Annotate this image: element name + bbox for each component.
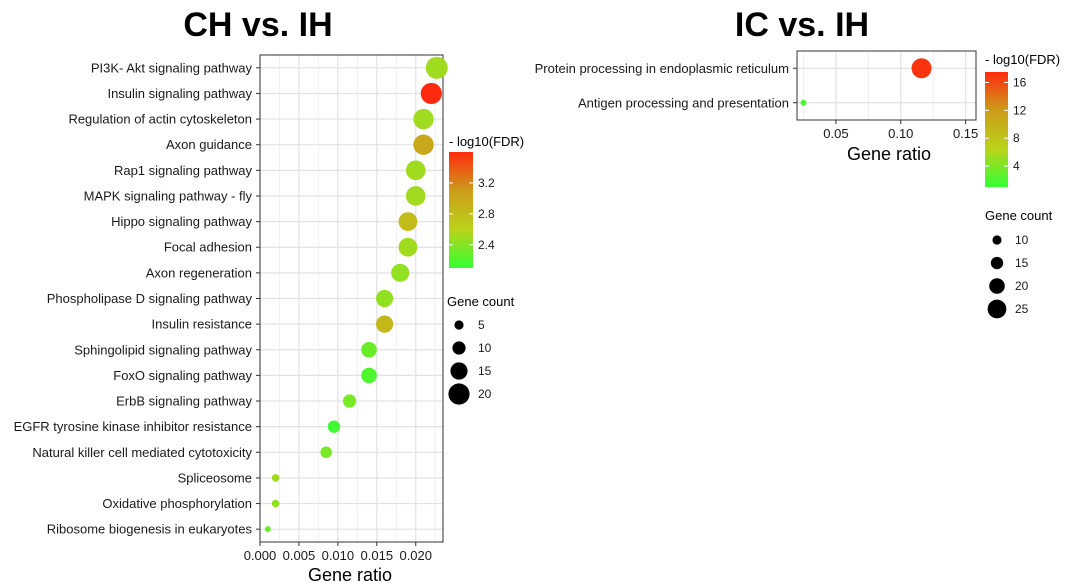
chart1-x-tick-label: 0.000 [244, 548, 277, 563]
chart1-data-point [375, 315, 394, 333]
chart2-data-point [800, 99, 807, 106]
chart1-category-label: Axon guidance [166, 137, 252, 152]
chart1-data-point [413, 108, 434, 130]
chart1-category-label: EGFR tyrosine kinase inhibitor resistanc… [14, 419, 252, 434]
chart2-x-tick-label: 0.05 [823, 126, 848, 141]
chart1-data-point [271, 474, 280, 482]
chart1-colorbar-tick-label: 3.2 [478, 176, 495, 190]
chart1-size-legend-title: Gene count [447, 294, 515, 309]
chart2-plot-layer: Protein processing in endoplasmic reticu… [535, 50, 1029, 319]
chart2-size-legend-dot [989, 278, 1005, 294]
chart2-size-legend-dot [992, 235, 1002, 245]
chart1-color-legend-title: - log10(FDR) [449, 134, 524, 149]
chart1-colorbar [449, 152, 473, 268]
chart1-category-label: Ribosome biogenesis in eukaryotes [47, 522, 253, 537]
chart1-category-label: Oxidative phosphorylation [102, 496, 252, 511]
chart1-data-point [425, 56, 448, 79]
chart1-data-point [342, 394, 357, 408]
chart1-data-point [264, 526, 271, 533]
chart1-size-legend-label: 15 [478, 364, 492, 378]
chart2-size-legend-label: 25 [1015, 302, 1029, 316]
chart1-category-label: Hippo signaling pathway [111, 214, 252, 229]
chart1-size-legend-dot [450, 362, 468, 380]
chart2-colorbar-tick-label: 4 [1013, 159, 1020, 173]
chart1-size-legend-dot [454, 320, 464, 330]
chart1-data-point [391, 263, 410, 282]
chart2-x-tick-label: 0.15 [953, 126, 978, 141]
chart1-category-label: Sphingolipid signaling pathway [74, 342, 252, 357]
chart1-category-label: PI3K- Akt signaling pathway [91, 60, 253, 75]
chart1-data-point [375, 289, 394, 308]
chart1-data-point [413, 134, 434, 155]
chart2-colorbar-tick-label: 12 [1013, 103, 1027, 117]
chart1-plot-layer: PI3K- Akt signaling pathway Insulin signa… [14, 54, 495, 563]
chart2-plot-border [796, 50, 977, 121]
chart1-data-point [361, 367, 377, 384]
chart1-data-point [405, 160, 426, 181]
chart1-data-point [271, 499, 280, 508]
chart1-category-label: Axon regeneration [146, 265, 252, 280]
chart1-category-label: Natural killer cell mediated cytotoxicit… [32, 445, 252, 460]
chart1-title: CH vs. IH [183, 6, 332, 44]
chart2-size-legend-label: 15 [1015, 256, 1029, 270]
chart1-category-label: FoxO signaling pathway [113, 368, 252, 383]
chart2-colorbar [985, 72, 1008, 187]
chart1-data-point [327, 420, 341, 433]
chart1-x-tick-label: 0.005 [283, 548, 316, 563]
chart1-category-label: Regulation of actin cytoskeleton [68, 112, 252, 127]
chart2-colorbar-tick-label: 16 [1013, 75, 1027, 89]
chart1-size-legend-label: 5 [478, 318, 485, 332]
chart2-colorbar-tick-label: 8 [1013, 131, 1020, 145]
chart1-size-legend-label: 10 [478, 341, 492, 355]
chart1-colorbar-tick-label: 2.8 [478, 207, 495, 221]
chart2-title: IC vs. IH [735, 6, 869, 44]
chart2-x-tick-label: 0.10 [888, 126, 913, 141]
chart1-data-point [320, 446, 332, 459]
chart1-size-legend-dot [448, 383, 470, 405]
chart1-category-label: Spliceosome [178, 470, 252, 485]
chart1-data-point [361, 341, 377, 358]
chart1-category-label: Insulin resistance [152, 317, 252, 332]
chart1-data-point [398, 212, 418, 232]
chart1-category-label: Rap1 signaling pathway [114, 163, 253, 178]
chart2-plot-area [796, 50, 977, 121]
chart2-size-legend-label: 20 [1015, 279, 1029, 293]
chart2-data-point [911, 58, 932, 79]
chart1-category-label: Focal adhesion [164, 240, 252, 255]
chart1-data-point [420, 82, 442, 105]
chart2-category-label: Protein processing in endoplasmic reticu… [535, 61, 789, 76]
chart1-category-label: Phospholipase D signaling pathway [47, 291, 253, 306]
chart2-size-legend-dot [987, 299, 1007, 319]
chart1-category-label: Insulin signaling pathway [107, 86, 252, 101]
chart1-x-tick-label: 0.015 [361, 548, 394, 563]
chart2-color-legend-title: - log10(FDR) [985, 52, 1060, 67]
chart1-size-legend-dot [452, 341, 466, 355]
chart1-x-tick-label: 0.020 [399, 548, 432, 563]
chart1-size-legend-label: 20 [478, 387, 492, 401]
chart2-x-axis-label: Gene ratio [847, 144, 931, 164]
chart1-x-axis-label: Gene ratio [308, 565, 392, 583]
chart2-size-legend-dot [990, 256, 1004, 270]
chart1-colorbar-tick-label: 2.4 [478, 238, 495, 252]
chart2-size-legend-label: 10 [1015, 233, 1029, 247]
chart2-size-legend-title: Gene count [985, 208, 1053, 223]
chart1-data-point [398, 237, 418, 257]
chart1-data-point [405, 186, 426, 206]
chart1-x-tick-label: 0.010 [322, 548, 355, 563]
chart1-category-label: MAPK signaling pathway - fly [84, 188, 253, 203]
chart1-category-label: ErbB signaling pathway [116, 394, 252, 409]
chart2-category-label: Antigen processing and presentation [578, 95, 789, 110]
